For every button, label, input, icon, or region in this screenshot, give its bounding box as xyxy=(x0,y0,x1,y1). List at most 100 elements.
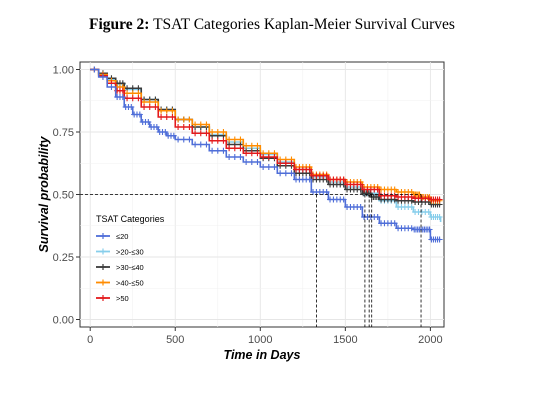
censor-mark xyxy=(192,130,199,137)
legend-title: TSAT Categories xyxy=(96,214,165,224)
censor-mark xyxy=(209,147,216,154)
censor-mark xyxy=(408,204,415,210)
series-layer xyxy=(90,66,443,243)
censor-mark xyxy=(214,137,221,144)
censor-mark xyxy=(209,137,216,144)
legend-item: >30-≤40 xyxy=(96,263,144,272)
figure-label: Figure 2: xyxy=(89,16,150,33)
censor-mark xyxy=(265,154,272,160)
censor-mark xyxy=(220,137,227,144)
legend: TSAT Categories ≤20 >20-≤30 >30-≤40 >40-≤50 >… xyxy=(96,214,165,303)
censor-mark xyxy=(141,104,148,110)
censor-mark xyxy=(119,94,126,100)
legend-label: >30-≤40 xyxy=(116,263,144,272)
censor-mark xyxy=(231,154,238,160)
censor-mark xyxy=(436,214,443,220)
censor-mark xyxy=(169,107,176,114)
censor-mark xyxy=(197,141,204,148)
figure-title: Figure 2: TSAT Categories Kaplan-Meier S… xyxy=(0,16,544,34)
legend-key-mark xyxy=(100,279,106,286)
y-tick-label: 1.00 xyxy=(53,65,74,77)
legend-key-mark xyxy=(100,264,106,270)
censor-mark xyxy=(265,164,272,170)
censor-mark xyxy=(186,136,193,143)
censor-mark xyxy=(425,209,432,215)
y-tick-label: 0.25 xyxy=(53,252,74,264)
censor-mark xyxy=(408,225,415,232)
censor-mark xyxy=(374,214,381,220)
legend-key-mark xyxy=(100,248,106,255)
x-tick-label: 1000 xyxy=(248,334,272,346)
censor-mark xyxy=(282,170,289,177)
censor-mark xyxy=(231,145,238,152)
series-4 xyxy=(90,66,443,203)
censor-mark xyxy=(436,236,443,243)
censor-mark xyxy=(186,124,193,130)
censor-mark xyxy=(153,124,160,130)
censor-mark xyxy=(323,172,330,179)
censor-mark xyxy=(340,196,347,203)
y-tick-label: 0.75 xyxy=(53,127,74,139)
legend-item: >20-≤30 xyxy=(96,248,144,257)
legend-label: ≤20 xyxy=(116,232,128,241)
censor-mark xyxy=(248,159,255,165)
series-0 xyxy=(90,66,443,243)
censor-mark xyxy=(226,154,233,160)
censor-mark xyxy=(254,159,261,165)
censor-mark xyxy=(277,160,284,167)
censor-mark xyxy=(237,136,244,143)
legend-key-mark xyxy=(100,233,106,239)
censor-mark xyxy=(248,150,255,157)
censor-mark xyxy=(357,204,364,210)
censor-mark xyxy=(163,107,170,114)
legend-label: >50 xyxy=(116,294,129,303)
censor-mark xyxy=(231,136,238,143)
censor-mark xyxy=(243,150,250,157)
censor-mark xyxy=(136,111,143,118)
censor-mark xyxy=(145,119,152,125)
censor-mark xyxy=(248,142,255,149)
legend-item: >50 xyxy=(96,294,129,303)
censor-mark xyxy=(282,160,289,167)
x-axis-title: Time in Days xyxy=(224,348,301,362)
censor-mark xyxy=(367,190,374,197)
censor-mark xyxy=(175,124,182,130)
censor-mark xyxy=(169,114,176,120)
censor-mark xyxy=(203,141,210,148)
median-reference-lines xyxy=(80,194,422,327)
censor-mark xyxy=(237,145,244,152)
censor-mark xyxy=(436,196,443,203)
censor-mark xyxy=(163,114,170,120)
censor-mark xyxy=(277,170,284,177)
censor-mark xyxy=(129,95,136,102)
censor-mark xyxy=(426,226,433,233)
censor-mark xyxy=(260,154,267,160)
censor-mark xyxy=(260,164,267,170)
censor-mark xyxy=(357,181,364,188)
censor-mark xyxy=(146,104,153,110)
legend-label: >20-≤30 xyxy=(116,248,144,257)
x-tick-label: 2000 xyxy=(418,334,442,346)
censor-mark xyxy=(306,176,313,183)
censor-mark xyxy=(203,121,210,128)
censor-mark xyxy=(214,129,221,135)
censor-mark xyxy=(192,141,199,148)
censor-mark xyxy=(288,170,295,177)
censor-mark xyxy=(170,132,177,139)
censor-mark xyxy=(209,129,216,135)
censor-mark xyxy=(124,95,131,102)
x-tick-label: 1500 xyxy=(333,334,357,346)
legend-item: >40-≤50 xyxy=(96,279,144,288)
censor-mark xyxy=(186,116,193,123)
axes: 0 500 1000 1500 2000 0.00 0.25 0.50 0.75 1.00 xyxy=(53,65,443,347)
censor-mark xyxy=(162,129,169,135)
legend-label: >40-≤50 xyxy=(116,279,144,288)
censor-mark xyxy=(425,195,432,202)
censor-mark xyxy=(152,104,159,110)
x-tick-label: 500 xyxy=(166,334,184,346)
legend-key-mark xyxy=(100,295,106,301)
y-tick-label: 0.00 xyxy=(53,315,74,327)
censor-mark xyxy=(323,189,330,195)
censor-mark xyxy=(180,124,187,130)
censor-mark xyxy=(192,121,199,128)
